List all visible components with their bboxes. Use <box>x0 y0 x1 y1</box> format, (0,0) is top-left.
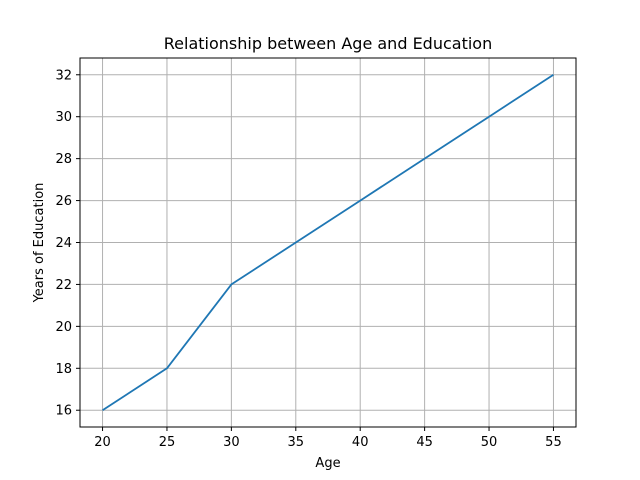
x-tick-label: 50 <box>481 435 498 450</box>
y-tick-label: 18 <box>55 362 72 377</box>
x-tick-label: 30 <box>223 435 240 450</box>
y-axis-label: Years of Education <box>32 183 47 304</box>
y-tick-label: 30 <box>55 110 72 125</box>
x-tick-label: 40 <box>352 435 369 450</box>
y-tick-label: 32 <box>55 68 72 83</box>
x-axis-label: Age <box>315 456 340 471</box>
x-tick-label: 20 <box>94 435 111 450</box>
y-tick-label: 28 <box>55 152 72 167</box>
y-tick-label: 16 <box>55 404 72 419</box>
y-tick-label: 24 <box>55 236 72 251</box>
x-tick-label: 55 <box>545 435 562 450</box>
y-tick-label: 22 <box>55 278 72 293</box>
y-tick-label: 26 <box>55 194 72 209</box>
series-line <box>102 74 554 411</box>
x-tick-label: 25 <box>159 435 176 450</box>
series-layer <box>102 74 554 411</box>
chart-title: Relationship between Age and Education <box>164 34 492 53</box>
x-tick-label: 35 <box>288 435 305 450</box>
x-tick-label: 45 <box>416 435 433 450</box>
grid-lines <box>80 58 576 427</box>
y-tick-label: 20 <box>55 320 72 335</box>
axis-ticks: 20 25 30 35 40 45 50 55 16 18 20 22 24 26 28 30 32 <box>55 68 561 450</box>
